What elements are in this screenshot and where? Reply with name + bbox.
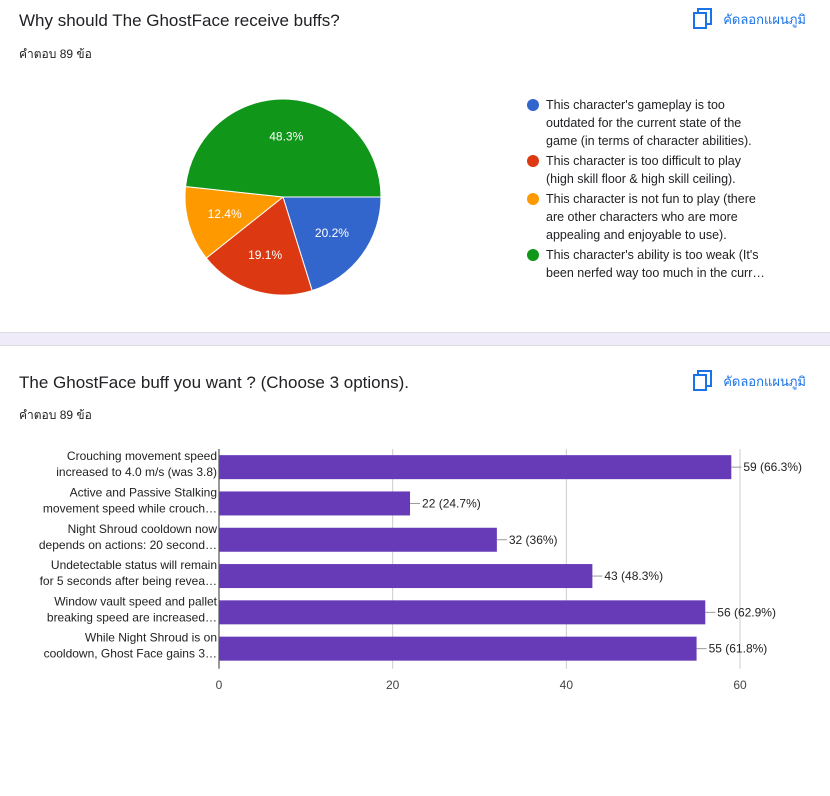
category-label: Active and Passive Stalking movement spee… xyxy=(43,485,217,515)
x-tick-label: 0 xyxy=(216,678,223,692)
legend-swatch xyxy=(527,155,539,167)
x-tick-label: 60 xyxy=(733,678,747,692)
legend-item[interactable]: This character is not fun to play (there… xyxy=(527,190,787,244)
category-label: Crouching movement speed increased to 4.0… xyxy=(56,449,217,479)
bar-chart: 0 20 40 60 59 (66.3%) Crouching movement spee… xyxy=(39,449,802,692)
copy-icon xyxy=(693,370,713,391)
question-title: The GhostFace buff you want ? (Choose 3 … xyxy=(19,373,409,392)
x-tick-label: 20 xyxy=(386,678,400,692)
pie-slice[interactable] xyxy=(205,196,313,296)
copy-chart-button[interactable]: คัดลอกแผนภูมิ xyxy=(693,370,806,392)
pie-slice[interactable] xyxy=(184,186,285,259)
legend-swatch xyxy=(527,249,539,261)
legend-swatch xyxy=(527,193,539,205)
question-card-1: Why should The GhostFace receive buffs? … xyxy=(0,0,830,332)
bar[interactable] xyxy=(219,564,593,589)
bar-value-label: 43 (48.3%) xyxy=(604,569,663,583)
copy-chart-label: คัดลอกแผนภูมิ xyxy=(723,373,806,389)
question-title: Why should The GhostFace receive buffs? xyxy=(19,11,340,30)
pie-slice-label: 48.3% xyxy=(269,129,303,143)
legend-label: This character's ability is too weak (It… xyxy=(546,248,765,280)
pie-slice-label: 20.2% xyxy=(315,226,349,240)
pie-slice-label: 19.1% xyxy=(248,248,282,262)
pie-legend: This character's gameplay is too outdated… xyxy=(527,96,787,284)
pie-slice[interactable] xyxy=(185,98,382,198)
bar[interactable] xyxy=(219,600,706,625)
bar-value-label: 56 (62.9%) xyxy=(717,605,776,619)
bar-value-label: 59 (66.3%) xyxy=(743,460,802,474)
bar-value-label: 55 (61.8%) xyxy=(709,642,768,656)
legend-item[interactable]: This character is too difficult to play(… xyxy=(527,152,787,188)
category-label: Window vault speed and pallet breaking sp… xyxy=(47,594,218,624)
pie-chart: 20.2% 19.1% 12.4% 48.3% xyxy=(184,98,382,296)
bar[interactable] xyxy=(219,491,411,516)
response-count: คำตอบ 89 ข้อ xyxy=(19,408,92,422)
bar-value-label: 22 (24.7%) xyxy=(422,496,481,510)
legend-label: This character is not fun to play (there… xyxy=(546,192,756,242)
pie-slice[interactable] xyxy=(282,196,382,292)
x-tick-label: 40 xyxy=(560,678,574,692)
copy-chart-label: คัดลอกแผนภูมิ xyxy=(723,11,806,27)
legend-item[interactable]: This character's gameplay is too outdated… xyxy=(527,96,787,150)
bar[interactable] xyxy=(219,527,497,552)
copy-icon xyxy=(693,8,713,29)
category-label: While Night Shroud is on cooldown, Ghost … xyxy=(44,631,217,661)
category-label: Night Shroud cooldown now depends on acti… xyxy=(39,522,217,552)
legend-item[interactable]: This character's ability is too weak (It… xyxy=(527,246,787,282)
pie-slice-label: 12.4% xyxy=(208,207,242,221)
bar-value-label: 32 (36%) xyxy=(509,533,558,547)
question-card-2: The GhostFace buff you want ? (Choose 3 … xyxy=(0,346,830,733)
legend-label: This character is too difficult to play(… xyxy=(546,154,741,186)
bar[interactable] xyxy=(219,455,732,480)
category-label: Undetectable status will remain for 5 sec… xyxy=(40,558,217,588)
card-separator xyxy=(0,332,830,346)
legend-swatch xyxy=(527,99,539,111)
legend-label: This character's gameplay is too outdated… xyxy=(546,98,752,148)
response-count: คำตอบ 89 ข้อ xyxy=(19,47,92,61)
bar[interactable] xyxy=(219,636,697,661)
copy-chart-button[interactable]: คัดลอกแผนภูมิ xyxy=(693,8,806,30)
